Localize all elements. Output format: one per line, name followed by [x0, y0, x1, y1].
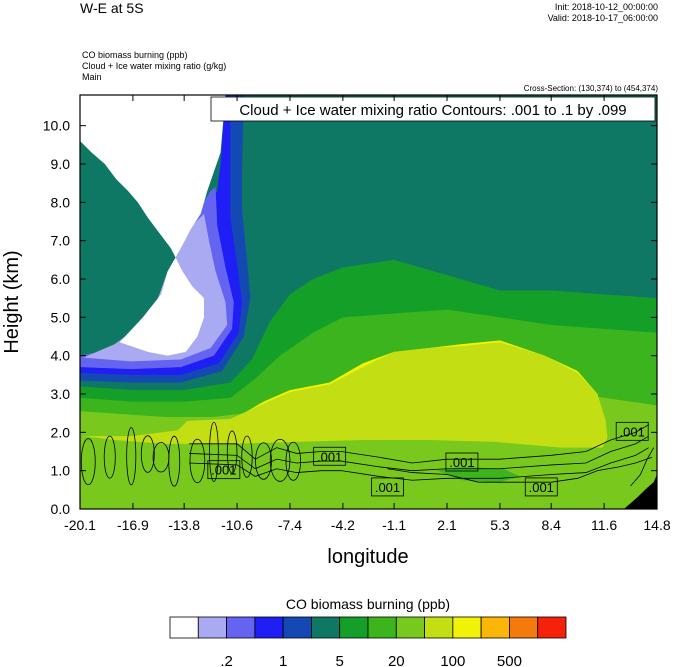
contour-loop-6: [189, 438, 206, 484]
region-5: [83, 342, 608, 448]
contour-loop-7: [209, 421, 219, 482]
contour-label-text: .001: [529, 480, 554, 495]
y-tick-label: 1.0: [51, 463, 71, 479]
colorbar-label: 5: [336, 653, 344, 667]
x-tick-label: 5.3: [490, 517, 510, 533]
plot-frame: [79, 94, 658, 510]
contour-label: .001: [313, 446, 347, 466]
colorbar-swatch: [537, 616, 567, 639]
x-tick-label: -20.1: [64, 517, 96, 533]
region-8: [623, 474, 657, 509]
colorbar-label: 100: [440, 653, 465, 667]
contour-line-3: [387, 456, 653, 483]
y-tick-label: 6.0: [51, 271, 71, 287]
contour-label-text: .001: [317, 449, 342, 464]
colorbar-swatch: [169, 616, 199, 639]
colorbar-swatch: [367, 616, 397, 639]
contour-line-4: [630, 447, 655, 487]
contour-loop-2: [126, 427, 137, 486]
x-tick-label: -7.4: [278, 517, 302, 533]
colorbar-swatch: [311, 616, 341, 639]
contour-label: .001: [371, 477, 404, 497]
colorbar-swatch: [282, 616, 312, 639]
y-tick-label: 0.0: [51, 501, 71, 517]
colorbar-swatch: [197, 616, 227, 639]
plot-area: [80, 95, 657, 509]
y-tick-label: 9.0: [51, 156, 71, 172]
contour-loop-3: [140, 435, 155, 473]
y-tick-label: 3.0: [51, 386, 71, 402]
contour-loop-5: [168, 435, 181, 487]
contour-line-1: [189, 435, 649, 472]
cross-section-label: Cross-Section: (130,374) to (454,374): [523, 84, 658, 93]
x-tick-label: -1.1: [382, 517, 406, 533]
x-tick-label: 2.1: [437, 517, 457, 533]
x-tick-label: -16.9: [117, 517, 149, 533]
contour-label-text: .001: [211, 463, 236, 478]
colorbar-swatch: [480, 616, 510, 639]
contour-loop-10: [255, 442, 272, 480]
x-tick-label: 11.6: [591, 517, 617, 533]
colorbar-swatch: [339, 616, 369, 639]
field-line-cloud: Cloud + Ice water mixing ratio (g/kg): [82, 61, 227, 71]
field-line-co: CO biomass burning (ppb): [82, 50, 188, 60]
contour-line-2: [189, 447, 649, 481]
colorbar-label: .2: [220, 653, 233, 667]
colorbar-swatch: [254, 616, 284, 639]
x-axis-label: longitude: [327, 546, 408, 568]
colorbar-swatch: [395, 616, 425, 639]
chart-title: W-E at 5S: [80, 0, 144, 16]
region-6: [80, 95, 226, 356]
contour-loop-11: [269, 438, 291, 482]
contour-label-text: .001: [620, 424, 645, 439]
colorbar-title: CO biomass burning (ppb): [286, 596, 450, 612]
valid-time: Valid: 2018-10-17_06:00:00: [547, 13, 658, 23]
contour-label: .001: [615, 421, 649, 441]
contour-loop-8: [226, 430, 238, 474]
y-tick-label: 7.0: [51, 233, 71, 249]
contour-label-text: .001: [375, 480, 400, 495]
contour-label: .001: [207, 460, 241, 480]
colorbar-label: 500: [497, 653, 522, 667]
colorbar-swatch: [452, 616, 482, 639]
contour-label: .001: [524, 477, 558, 497]
cloud-contours: [80, 421, 655, 487]
colorbar-label: 20: [388, 653, 405, 667]
y-tick-label: 4.0: [51, 348, 71, 364]
colorbar-swatch: [509, 616, 539, 639]
contour-line-0: [189, 424, 649, 464]
contour-title-box: Cloud + Ice water mixing ratio Contours:…: [210, 96, 656, 122]
x-tick-label: -4.2: [331, 517, 355, 533]
contour-loop-0: [80, 438, 96, 486]
y-tick-label: 2.0: [51, 424, 71, 440]
x-tick-label: -13.8: [168, 517, 200, 533]
init-time: Init: 2018-10-12_00:00:00: [554, 2, 658, 12]
field-line-main: Main: [82, 72, 102, 82]
y-tick-label: 10.0: [43, 118, 70, 134]
contour-loop-1: [103, 435, 116, 479]
contour-label-text: .001: [449, 455, 474, 470]
colorbar-swatch: [226, 616, 256, 639]
colorbar: [169, 616, 567, 639]
colorbar-swatch: [424, 616, 454, 639]
contour-label: .001: [445, 452, 479, 472]
x-tick-label: -10.6: [221, 517, 253, 533]
x-tick-label: 8.4: [541, 517, 561, 533]
y-tick-label: 5.0: [51, 309, 71, 325]
contour-title: Cloud + Ice water mixing ratio Contours:…: [239, 102, 626, 119]
x-tick-label: 14.8: [643, 517, 670, 533]
y-tick-label: 8.0: [51, 194, 71, 210]
y-axis-label: Height (km): [1, 250, 23, 353]
colorbar-label: 1: [279, 653, 287, 667]
